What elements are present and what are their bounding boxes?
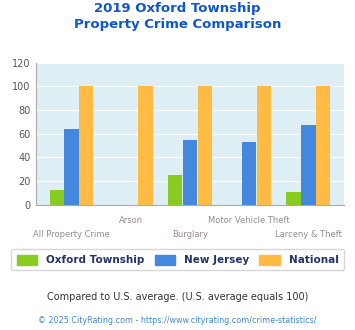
Text: Motor Vehicle Theft: Motor Vehicle Theft xyxy=(208,216,290,225)
Text: Arson: Arson xyxy=(119,216,143,225)
Bar xyxy=(64,129,78,205)
Bar xyxy=(168,175,182,205)
Bar xyxy=(257,86,271,205)
Bar xyxy=(301,125,316,205)
Bar xyxy=(50,190,64,205)
Text: Compared to U.S. average. (U.S. average equals 100): Compared to U.S. average. (U.S. average … xyxy=(47,292,308,302)
Text: Larceny & Theft: Larceny & Theft xyxy=(275,230,342,239)
Bar xyxy=(316,86,330,205)
Legend: Oxford Township, New Jersey, National: Oxford Township, New Jersey, National xyxy=(11,249,344,270)
Bar xyxy=(79,86,93,205)
Bar xyxy=(198,86,212,205)
Bar xyxy=(242,142,256,205)
Bar xyxy=(183,140,197,205)
Text: All Property Crime: All Property Crime xyxy=(33,230,110,239)
Bar xyxy=(138,86,153,205)
Bar xyxy=(286,192,301,205)
Text: Burglary: Burglary xyxy=(172,230,208,239)
Text: © 2025 CityRating.com - https://www.cityrating.com/crime-statistics/: © 2025 CityRating.com - https://www.city… xyxy=(38,316,317,325)
Text: 2019 Oxford Township
Property Crime Comparison: 2019 Oxford Township Property Crime Comp… xyxy=(74,2,281,31)
